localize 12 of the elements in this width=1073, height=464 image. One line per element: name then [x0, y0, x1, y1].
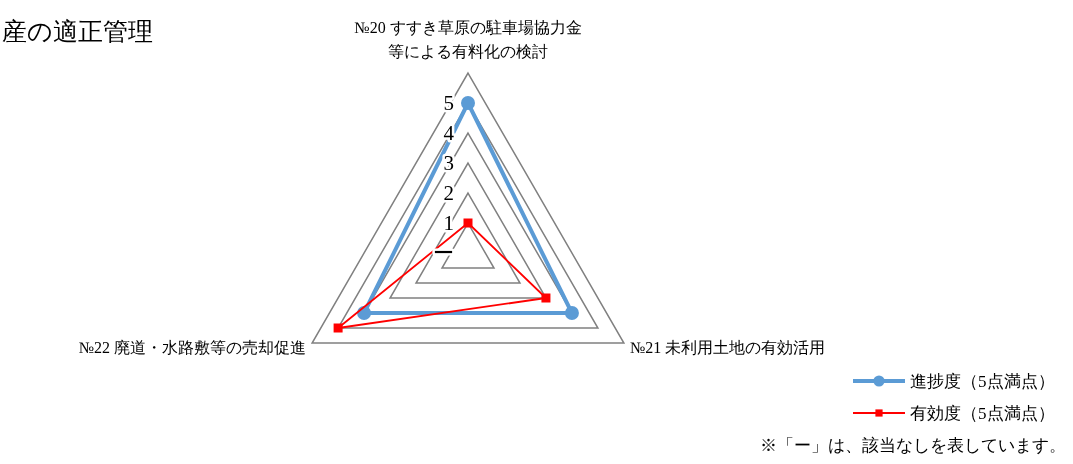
y-tick-label: 5 [443, 91, 454, 115]
legend-label: 進捗度（5点満点） [910, 372, 1055, 391]
y-tick-label: 1 [443, 211, 454, 235]
chart-title: 産の適正管理 [2, 17, 153, 46]
text: ※「ー」は、該当なしを表しています。 [760, 436, 1066, 455]
y-tick-label: 3 [443, 151, 454, 175]
spoke-label: №22 廃道・水路敷等の売却促進 [78, 339, 307, 356]
spoke-label: №21 未利用土地の有効活用 [629, 339, 826, 356]
legend-label: 有効度（5点満点） [910, 404, 1055, 423]
y-tick-label: ー [433, 241, 454, 265]
y-tick-label: 2 [443, 181, 454, 205]
spoke-label: №20 すすき草原の駐車場協力金等による有料化の検討 [354, 19, 582, 60]
